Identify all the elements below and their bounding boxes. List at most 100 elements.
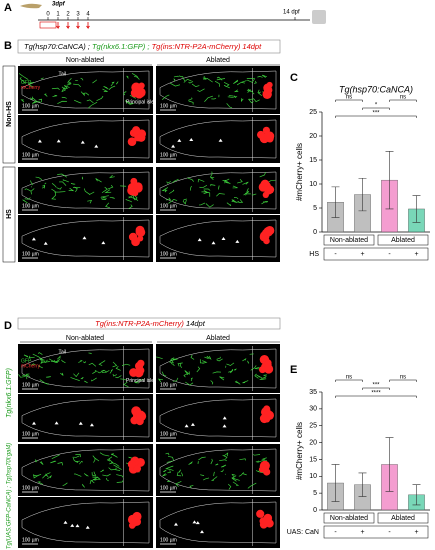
- gfp-signal: [128, 204, 133, 209]
- row-box: [2, 166, 16, 263]
- significance-label: ***: [372, 111, 380, 117]
- gfp-signal: [116, 474, 124, 478]
- group-label: Ablated: [391, 237, 415, 244]
- timeline-day: 0: [46, 12, 50, 18]
- gfp-signal: [172, 358, 178, 361]
- factor-box: [323, 247, 429, 261]
- gfp-signal: [102, 473, 111, 477]
- islet-label: Principal islet: [126, 378, 156, 384]
- gfp-signal: [233, 79, 239, 84]
- group-box: [323, 234, 375, 246]
- islet-signal: [264, 360, 272, 369]
- tissue-outline: [21, 398, 150, 438]
- gfp-signal: [79, 460, 84, 465]
- gfp-signal: [209, 171, 213, 178]
- scale-label: 100 µm: [160, 152, 177, 158]
- y-tick-label: 5: [313, 205, 317, 212]
- gfp-signal: [61, 88, 68, 92]
- timeline-day: 4: [86, 12, 90, 18]
- header-part: Tg(hsp70:CaNCA) ;: [24, 42, 90, 51]
- gfp-signal: [206, 355, 212, 361]
- gfp-signal: [172, 178, 179, 184]
- arrowhead: [222, 424, 227, 428]
- arrowhead: [184, 424, 189, 428]
- gfp-signal: [252, 454, 261, 456]
- gfp-signal: [125, 199, 132, 203]
- channel-label: GFP: [21, 358, 32, 364]
- islet-signal: [258, 182, 268, 192]
- islet-signal: [256, 509, 265, 518]
- gfp-signal: [28, 355, 35, 359]
- tissue-outline: [21, 501, 150, 544]
- gfp-signal: [61, 96, 67, 99]
- gfp-signal: [246, 88, 252, 93]
- gfp-signal: [173, 78, 176, 82]
- gfp-signal: [233, 89, 239, 93]
- gfp-signal: [175, 480, 182, 487]
- error-bar: [412, 484, 421, 506]
- gfp-signal: [253, 98, 260, 103]
- gfp-signal: [57, 462, 64, 466]
- gfp-signal: [255, 470, 264, 474]
- gfp-signal: [94, 476, 101, 480]
- gfp-signal: [188, 97, 193, 101]
- gfp-signal: [165, 468, 174, 471]
- gfp-signal: [262, 374, 267, 378]
- gfp-signal: [227, 483, 232, 490]
- micrograph: [156, 115, 280, 163]
- y-tick-label: 15: [309, 157, 317, 164]
- micrograph: [18, 394, 153, 442]
- gfp-signal: [74, 473, 82, 477]
- gfp-signal: [61, 359, 66, 364]
- gfp-signal: [202, 76, 207, 80]
- gfp-signal: [120, 378, 127, 381]
- gfp-signal: [243, 191, 250, 196]
- gfp-signal: [87, 199, 93, 204]
- scale-label: 100 µm: [160, 382, 177, 388]
- row-label: Non-HS: [6, 101, 13, 127]
- y-tick-label: 35: [309, 389, 317, 396]
- gfp-signal: [22, 374, 28, 380]
- gfp-signal: [231, 475, 237, 482]
- gfp-signal: [199, 202, 206, 206]
- gfp-signal: [255, 460, 260, 463]
- gfp-signal: [168, 199, 174, 204]
- gfp-signal: [183, 373, 189, 378]
- gfp-signal: [162, 473, 167, 477]
- gfp-signal: [242, 380, 249, 384]
- tissue-outline: [159, 398, 277, 438]
- error-bar: [358, 177, 367, 212]
- gfp-signal: [101, 196, 107, 199]
- group-box: [377, 512, 429, 524]
- gfp-signal: [73, 83, 81, 88]
- gfp-signal: [242, 181, 249, 185]
- gfp-signal: [80, 77, 84, 81]
- x-tick-label: -: [388, 251, 391, 258]
- gfp-signal: [245, 193, 251, 196]
- microscope-icon: [312, 10, 326, 24]
- factor-box: [323, 525, 429, 539]
- gfp-signal: [132, 195, 139, 201]
- gfp-signal: [89, 479, 95, 485]
- gfp-signal: [31, 363, 36, 366]
- gfp-signal: [125, 100, 134, 105]
- gfp-signal: [226, 103, 233, 109]
- gfp-signal: [25, 373, 31, 378]
- gfp-signal: [64, 85, 70, 89]
- gfp-signal: [115, 365, 121, 371]
- gfp-signal: [116, 480, 124, 483]
- islet-signal: [137, 359, 145, 367]
- y-axis-label: #mCherry+ cells: [295, 143, 304, 201]
- gfp-signal: [47, 474, 52, 480]
- gfp-signal: [198, 456, 206, 461]
- gfp-signal: [24, 197, 31, 200]
- gfp-signal: [93, 458, 96, 463]
- islet-signal: [135, 225, 145, 235]
- gfp-signal: [45, 473, 49, 478]
- significance-bracket: [335, 395, 417, 398]
- islet-signal: [127, 514, 138, 525]
- gfp-signal: [101, 186, 108, 194]
- gfp-signal: [214, 80, 220, 87]
- gfp-signal: [173, 75, 179, 78]
- header-part: 14dpt: [186, 319, 206, 328]
